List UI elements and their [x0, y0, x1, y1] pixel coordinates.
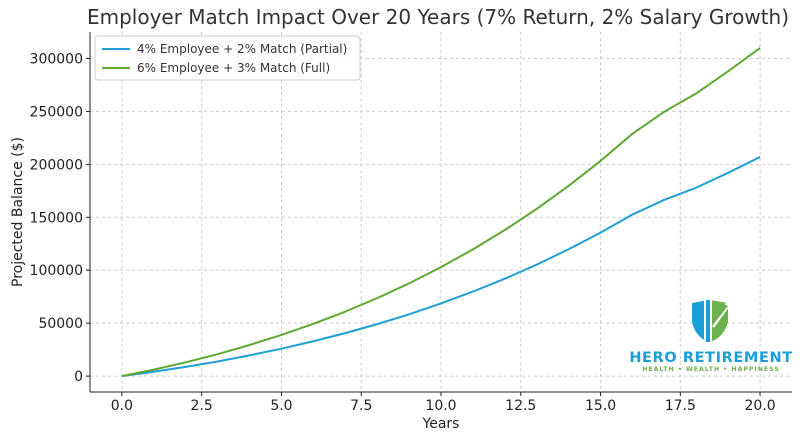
tick-labels: 0.0 2.5 5.0 7.5 10.0 12.5 15.0 17.5 20.0 0 50000 10…: [30, 51, 776, 414]
y-tick-label: 200000: [30, 157, 83, 173]
x-tick-label: 12.5: [505, 398, 536, 414]
grid-lines: [90, 32, 792, 392]
y-tick-label: 300000: [30, 51, 83, 67]
x-tick-label: 20.0: [745, 398, 776, 414]
legend-label-partial: 4% Employee + 2% Match (Partial): [137, 42, 347, 56]
y-tick-label: 150000: [30, 210, 83, 226]
x-tick-label: 10.0: [425, 398, 456, 414]
y-axis-label: Projected Balance ($): [10, 137, 26, 287]
legend-label-full: 6% Employee + 3% Match (Full): [137, 61, 330, 75]
brand-tagline: HEALTH • WEALTH • HAPPINESS: [642, 366, 780, 373]
x-axis-label: Years: [422, 416, 460, 432]
x-tick-label: 5.0: [270, 398, 292, 414]
x-tick-label: 15.0: [585, 398, 616, 414]
x-tick-label: 7.5: [350, 398, 372, 414]
y-tick-label: 50000: [38, 316, 83, 332]
y-tick-label: 250000: [30, 104, 83, 120]
series-line-partial-match: [121, 156, 761, 378]
axes: [86, 32, 792, 396]
y-tick-label: 0: [74, 369, 83, 385]
y-tick-label: 100000: [30, 263, 83, 279]
x-tick-label: 2.5: [191, 398, 213, 414]
series-line-full-match: [121, 47, 761, 378]
series-lines: [121, 47, 761, 378]
brand-name: HERO RETIREMENT: [629, 350, 792, 366]
x-tick-label: 17.5: [665, 398, 696, 414]
legend: 4% Employee + 2% Match (Partial) 6% Empl…: [94, 35, 361, 81]
legend-box: [94, 35, 361, 81]
chart-title: Employer Match Impact Over 20 Years (7% …: [87, 5, 789, 29]
hero-retirement-logo: HERO RETIREMENT HEALTH • WEALTH • HAPPIN…: [629, 300, 792, 373]
x-tick-label: 0.0: [111, 398, 133, 414]
shield-icon: [692, 300, 734, 342]
